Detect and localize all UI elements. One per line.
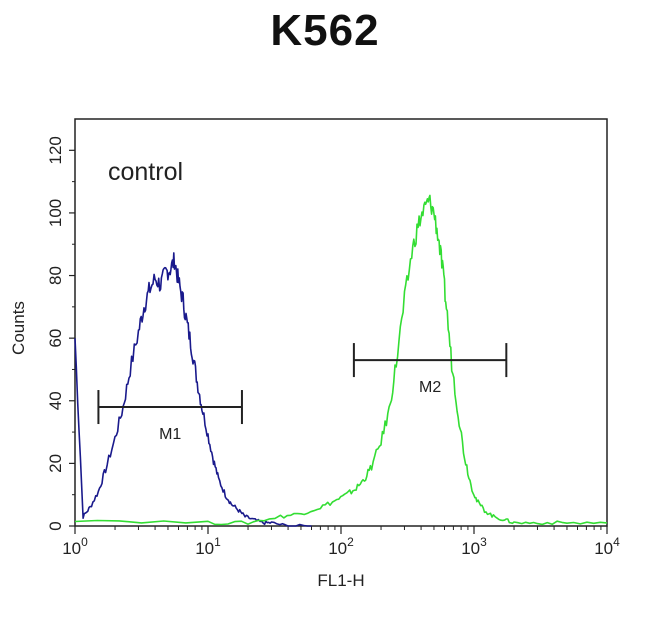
series-layer <box>74 194 608 527</box>
gate-label: M1 <box>159 426 181 443</box>
y-tick-label: 100 <box>46 199 65 227</box>
control-annotation: control <box>108 158 183 186</box>
y-axis-title: Counts <box>9 301 28 355</box>
chart-title: K562 <box>270 6 380 55</box>
histogram-series-1 <box>74 252 312 527</box>
y-tick-label: 120 <box>46 136 65 164</box>
y-tick-label: 40 <box>46 391 65 410</box>
y-tick-label: 80 <box>46 266 65 285</box>
gate-label: M2 <box>419 379 441 396</box>
x-axis-title: FL1-H <box>317 571 364 590</box>
x-tick-label: 100 <box>62 535 88 558</box>
x-tick-label: 104 <box>594 535 620 558</box>
y-tick-label: 0 <box>46 521 65 530</box>
y-tick-label: 60 <box>46 329 65 348</box>
y-axis-ticks: 0 20 40 60 80 100 120 <box>46 136 75 531</box>
x-tick-label: 101 <box>195 535 221 558</box>
histogram-series-2 <box>74 194 608 526</box>
y-tick-label: 20 <box>46 454 65 473</box>
x-tick-label: 102 <box>328 535 354 558</box>
x-axis-ticks: 100 101 102 103 104 <box>62 526 620 558</box>
gate-layer: M1 M2 <box>97 343 508 443</box>
x-tick-label: 103 <box>461 535 487 558</box>
